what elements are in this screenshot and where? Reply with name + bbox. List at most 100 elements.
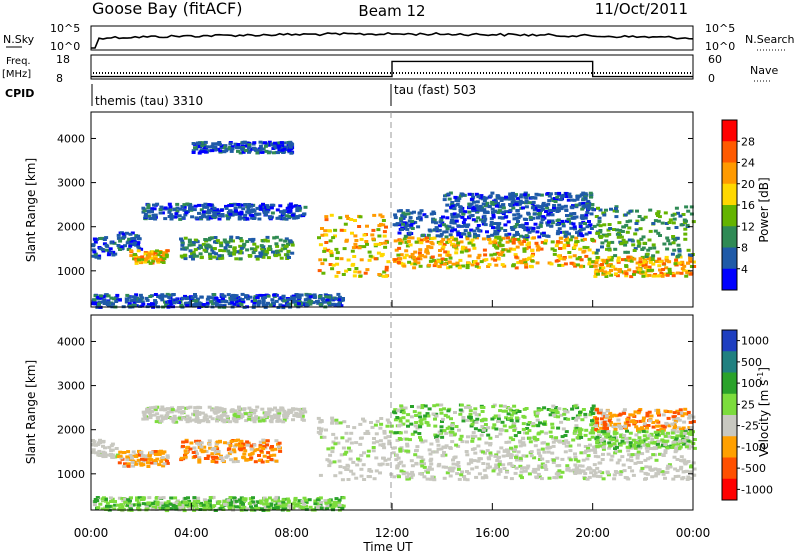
data-cell [651, 243, 656, 247]
data-cell [568, 444, 573, 448]
data-cell [529, 454, 534, 458]
data-cell [648, 465, 652, 469]
data-cell [545, 446, 550, 450]
data-cell [195, 409, 199, 413]
data-cell [531, 252, 535, 256]
data-cell [281, 151, 286, 154]
data-cell [353, 219, 357, 222]
data-cell [387, 457, 392, 461]
data-cell [324, 295, 329, 299]
data-cell [269, 458, 274, 461]
data-cell [523, 469, 528, 473]
data-cell [584, 193, 589, 197]
data-cell [216, 147, 220, 151]
data-cell [689, 445, 694, 449]
data-cell [606, 433, 611, 437]
data-cell [157, 506, 162, 510]
data-cell [599, 235, 604, 238]
data-cell [156, 253, 161, 257]
data-cell [208, 236, 212, 240]
data-cell [219, 208, 224, 212]
data-cell [483, 423, 488, 426]
data-cell [331, 263, 336, 267]
data-cell [249, 505, 253, 509]
data-cell [420, 404, 425, 408]
data-cell [465, 264, 470, 267]
data-cell [549, 224, 554, 228]
data-cell [185, 202, 190, 206]
data-cell [91, 443, 96, 447]
data-cell [433, 433, 438, 437]
data-cell [609, 207, 613, 211]
data-cell [534, 241, 539, 245]
data-cell [466, 435, 470, 439]
data-cell [153, 257, 158, 261]
data-cell [632, 249, 637, 252]
data-cell [491, 405, 496, 409]
data-cell [655, 212, 660, 216]
data-cell [522, 247, 527, 251]
data-cell [458, 437, 463, 441]
data-cell [247, 143, 252, 147]
data-cell [563, 238, 568, 242]
data-cell [151, 259, 156, 263]
nave-step-line [91, 60, 693, 78]
data-cell [104, 248, 109, 252]
data-cell [629, 259, 634, 263]
data-cell [620, 230, 625, 233]
data-cell [668, 410, 673, 414]
data-cell [457, 266, 462, 270]
data-cell [232, 249, 237, 253]
data-cell [397, 437, 402, 440]
data-cell [524, 238, 529, 241]
data-cell [362, 451, 366, 455]
data-cell [228, 253, 233, 257]
data-cell [203, 150, 208, 154]
data-cell [601, 447, 606, 451]
data-cell [270, 408, 275, 412]
data-cell [448, 474, 453, 478]
data-cell [412, 410, 417, 414]
data-cell [382, 270, 387, 274]
data-cell [283, 411, 288, 415]
data-cell [657, 445, 662, 449]
data-cell [615, 445, 619, 449]
data-cell [574, 205, 579, 209]
data-cell [100, 236, 104, 240]
data-cell [107, 304, 111, 308]
data-cell [588, 413, 593, 417]
data-cell [484, 441, 489, 445]
data-cell [481, 195, 486, 199]
data-cell [606, 473, 611, 477]
data-cell [262, 502, 267, 506]
data-cell [244, 294, 249, 298]
data-cell [381, 456, 385, 460]
data-cell [668, 242, 673, 246]
data-cell [210, 144, 215, 148]
data-cell [161, 464, 166, 468]
data-cell [644, 446, 649, 450]
data-cell [673, 262, 678, 266]
data-cell [661, 262, 666, 266]
data-cell [339, 257, 344, 261]
data-cell [211, 455, 215, 459]
data-cell [562, 257, 567, 261]
data-cell [492, 243, 497, 247]
data-cell [393, 213, 398, 217]
data-cell [106, 253, 111, 257]
data-cell [670, 213, 675, 217]
data-cell [537, 475, 542, 479]
data-cell [497, 460, 502, 464]
data-cell [293, 414, 298, 418]
data-cell [564, 430, 569, 434]
data-cell [494, 463, 499, 467]
data-cell [509, 477, 514, 481]
data-cell [573, 227, 577, 231]
data-cell [528, 440, 533, 444]
data-cell [212, 255, 217, 259]
data-cell [573, 264, 578, 268]
data-cell [646, 257, 651, 260]
data-cell [280, 247, 285, 251]
data-cell [163, 206, 168, 210]
data-cell [523, 260, 528, 264]
